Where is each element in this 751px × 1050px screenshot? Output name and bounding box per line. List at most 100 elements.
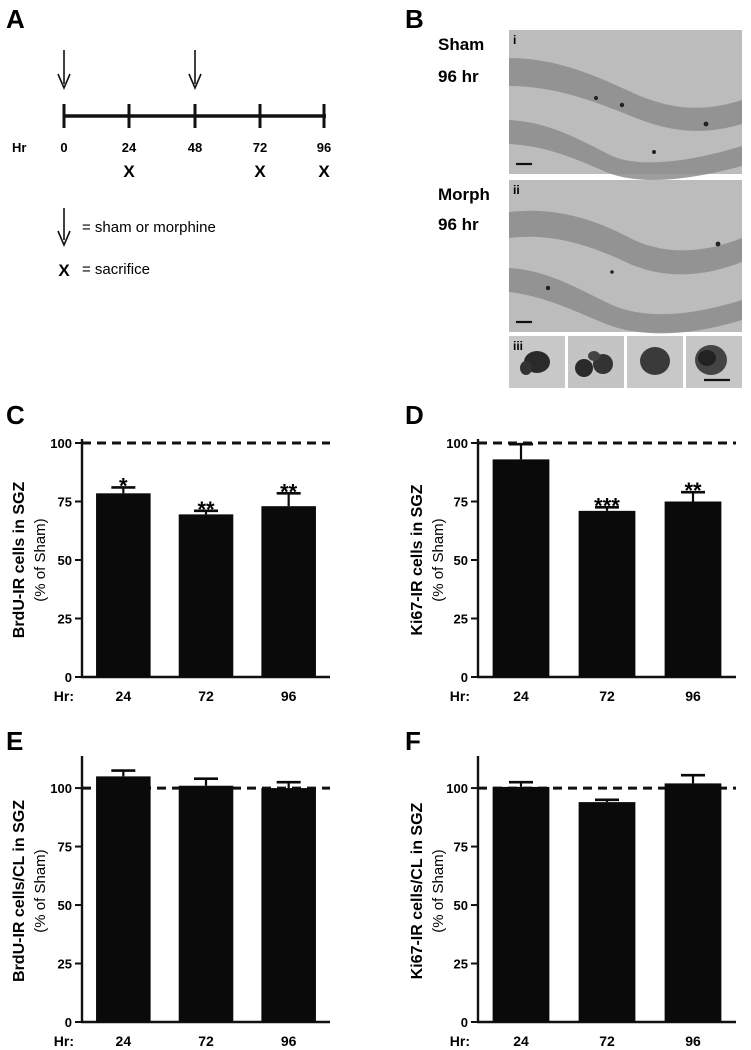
micrograph-label: 96 hr [438, 215, 479, 234]
panel-b: B i Sham 96 hr ii Morph 96 hr [405, 4, 742, 388]
y-tick-label: 0 [65, 670, 72, 685]
y-tick-label: 100 [446, 436, 468, 451]
y-tick-label: 100 [50, 781, 72, 796]
legend-sacrifice-text: = sacrifice [82, 261, 150, 278]
x-tick-label: 72 [198, 1033, 214, 1049]
timeline-tick-label: 24 [122, 140, 137, 155]
y-axis-label: BrdU-IR cells/CL in SGZ [11, 800, 28, 982]
y-tick-label: 100 [50, 436, 72, 451]
x-tick-label: 72 [599, 688, 615, 704]
bar [261, 506, 316, 677]
micrograph-morphine [509, 180, 742, 334]
bar [664, 501, 722, 677]
timeline-prefix: Hr [12, 140, 26, 155]
x-tick-label: 72 [198, 688, 214, 704]
bar [492, 786, 550, 1022]
x-tick-label: 96 [685, 1033, 701, 1049]
micrograph-label: Sham [438, 35, 484, 54]
x-prefix-label: Hr: [450, 1033, 470, 1049]
chart-panel-f: 0 25 50 75 100 24 72 96 Hr: Ki67-IR cells/CL in S… [409, 756, 736, 1049]
micrograph-label: 96 hr [438, 67, 479, 86]
panel-letter-a: A [6, 4, 25, 34]
down-arrow-icon [57, 208, 71, 248]
bar [178, 514, 234, 677]
panel-letter-d: D [405, 400, 424, 430]
x-tick-label: 96 [281, 1033, 297, 1049]
y-tick-label: 50 [58, 898, 72, 913]
bar [578, 510, 636, 677]
micrograph-label: Morph [438, 185, 490, 204]
panel-letter-b: B [405, 4, 424, 34]
micrograph-insets [509, 336, 742, 388]
y-tick-label: 75 [454, 495, 468, 510]
y-tick-label: 50 [454, 553, 468, 568]
significance-label: ** [684, 478, 702, 503]
x-tick-label: 24 [513, 1033, 529, 1049]
bar [664, 783, 722, 1022]
y-tick-label: 75 [454, 840, 468, 855]
y-tick-label: 100 [446, 781, 468, 796]
y-tick-label: 75 [58, 495, 72, 510]
y-tick-label: 50 [454, 898, 468, 913]
chart-panel-d: 0 25 50 75 100 24 *** 72 ** 96 Hr: Ki67-IR cells in… [409, 436, 736, 704]
panel-letter-c: C [6, 400, 25, 430]
y-tick-label: 0 [65, 1015, 72, 1030]
significance-label: ** [197, 497, 215, 522]
micrograph-index: i [513, 33, 516, 47]
down-arrow-icon [188, 50, 202, 91]
y-tick-label: 25 [58, 957, 72, 972]
y-axis-label: BrdU-IR cells in SGZ [11, 482, 28, 639]
timeline-ticks [62, 104, 326, 128]
y-tick-label: 25 [454, 957, 468, 972]
bar [261, 788, 316, 1022]
legend-injection-text: = sham or morphine [82, 219, 216, 236]
y-axis-sublabel: (% of Sham) [32, 518, 49, 601]
sacrifice-marker: X [123, 162, 135, 181]
y-tick-label: 50 [58, 553, 72, 568]
micrograph-index: iii [513, 339, 523, 353]
chart-panel-c: 0 25 50 75 100 * 24 ** 72 ** 96 Hr: BrdU-IR cells in… [11, 436, 330, 704]
bar [492, 459, 550, 677]
chart-panel-e: 0 25 50 75 100 24 72 96 Hr: BrdU-IR cells/CL in S… [11, 756, 330, 1049]
bar [96, 776, 151, 1022]
y-tick-label: 0 [461, 1015, 468, 1030]
y-tick-label: 0 [461, 670, 468, 685]
timeline-tick-label: 48 [188, 140, 202, 155]
sacrifice-marker: X [318, 162, 330, 181]
x-tick-label: 96 [281, 688, 297, 704]
x-tick-label: 24 [513, 688, 529, 704]
x-prefix-label: Hr: [54, 688, 74, 704]
y-axis-label: Ki67-IR cells/CL in SGZ [409, 802, 426, 979]
x-tick-label: 24 [116, 688, 132, 704]
bar [178, 785, 234, 1022]
panel-a: A Hr 0 24 48 72 96 X X X = sham or morph… [6, 4, 331, 280]
x-tick-label: 24 [116, 1033, 132, 1049]
bar [96, 493, 151, 677]
panel-letter-e: E [6, 726, 23, 756]
sacrifice-marker: X [254, 162, 266, 181]
y-tick-label: 75 [58, 840, 72, 855]
micrograph-sham [509, 30, 742, 180]
legend-sacrifice-marker: X [58, 261, 70, 280]
y-axis-label: Ki67-IR cells in SGZ [409, 484, 426, 635]
timeline-tick-label: 72 [253, 140, 267, 155]
y-axis-sublabel: (% of Sham) [32, 849, 49, 932]
significance-label: *** [594, 493, 620, 518]
x-prefix-label: Hr: [450, 688, 470, 704]
micrograph-index: ii [513, 183, 520, 197]
x-prefix-label: Hr: [54, 1033, 74, 1049]
panel-letter-f: F [405, 726, 421, 756]
timeline-tick-label: 0 [60, 140, 67, 155]
significance-label: ** [280, 479, 298, 504]
down-arrow-icon [57, 50, 71, 91]
x-tick-label: 72 [599, 1033, 615, 1049]
x-tick-label: 96 [685, 688, 701, 704]
timeline-tick-label: 96 [317, 140, 331, 155]
y-axis-sublabel: (% of Sham) [430, 518, 447, 601]
bar [578, 802, 636, 1022]
y-tick-label: 25 [58, 612, 72, 627]
y-tick-label: 25 [454, 612, 468, 627]
y-axis-sublabel: (% of Sham) [430, 849, 447, 932]
significance-label: * [119, 473, 128, 498]
